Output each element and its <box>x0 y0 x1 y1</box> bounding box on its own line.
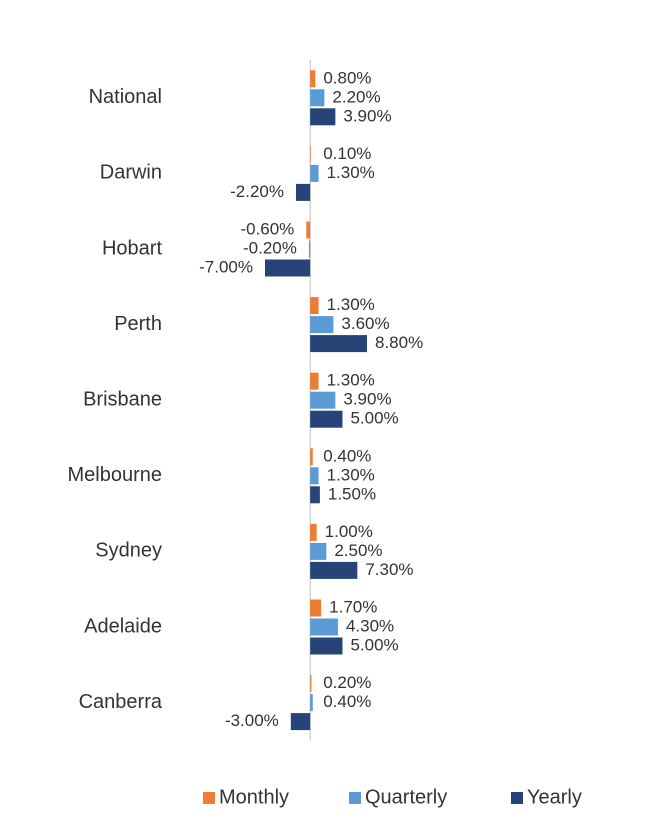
value-label: 1.30% <box>327 465 375 484</box>
bar <box>310 297 319 315</box>
legend-swatch <box>511 792 523 804</box>
value-label: 0.80% <box>323 68 371 87</box>
bar <box>310 486 320 504</box>
value-label: -7.00% <box>199 257 253 276</box>
bar <box>306 221 311 239</box>
bar <box>295 183 311 201</box>
bar <box>310 108 336 126</box>
category-label: Perth <box>114 313 162 335</box>
bar <box>310 145 311 163</box>
legend-swatch <box>203 792 215 804</box>
value-label: -3.00% <box>225 711 279 730</box>
value-label: 7.30% <box>365 560 413 579</box>
value-label: 0.40% <box>323 446 371 465</box>
bar <box>310 675 312 693</box>
category-label: Melbourne <box>67 464 162 486</box>
value-label: 8.80% <box>375 333 423 352</box>
bar <box>310 70 316 88</box>
category-label: Darwin <box>100 162 162 184</box>
value-label: 3.90% <box>343 106 391 125</box>
bar <box>310 391 336 409</box>
bar <box>310 410 343 428</box>
value-label: 1.30% <box>327 163 375 182</box>
value-label: 1.00% <box>325 522 373 541</box>
bar <box>310 164 319 182</box>
value-label: 1.30% <box>327 295 375 314</box>
value-label: 5.00% <box>350 635 398 654</box>
value-label: -0.20% <box>243 238 297 257</box>
legend-label: Quarterly <box>365 786 447 808</box>
value-label: 1.70% <box>329 597 377 616</box>
bar <box>290 713 311 731</box>
bar <box>310 523 317 541</box>
legend-label: Monthly <box>219 786 289 808</box>
category-label: Canberra <box>79 691 163 713</box>
bar <box>310 335 367 353</box>
category-label: Brisbane <box>83 388 162 410</box>
value-label: 3.60% <box>341 314 389 333</box>
value-label: 0.20% <box>323 673 371 692</box>
value-label: 2.20% <box>332 87 380 106</box>
value-label: 3.90% <box>343 390 391 409</box>
value-label: 0.10% <box>323 144 371 163</box>
value-label: 4.30% <box>346 616 394 635</box>
category-label: National <box>89 86 162 108</box>
legend-label: Yearly <box>527 786 582 808</box>
value-label: 2.50% <box>334 541 382 560</box>
bar <box>310 372 319 390</box>
bar <box>310 637 343 655</box>
bar <box>308 240 311 258</box>
bar <box>310 467 319 485</box>
value-label: 5.00% <box>350 409 398 428</box>
value-label: 1.50% <box>328 484 376 503</box>
bar <box>265 259 311 277</box>
bar <box>310 561 358 579</box>
category-label: Hobart <box>102 237 162 259</box>
bar <box>310 542 327 560</box>
category-label: Sydney <box>95 540 162 562</box>
bar <box>310 316 334 334</box>
bar <box>310 89 325 107</box>
value-label: -2.20% <box>230 182 284 201</box>
category-label: Adelaide <box>84 615 162 637</box>
value-label: 0.40% <box>323 692 371 711</box>
value-label: 1.30% <box>327 371 375 390</box>
bar <box>310 618 338 636</box>
bar <box>310 599 322 617</box>
bar <box>310 448 313 466</box>
legend-swatch <box>349 792 361 804</box>
value-label: -0.60% <box>240 219 294 238</box>
bar <box>310 694 313 712</box>
